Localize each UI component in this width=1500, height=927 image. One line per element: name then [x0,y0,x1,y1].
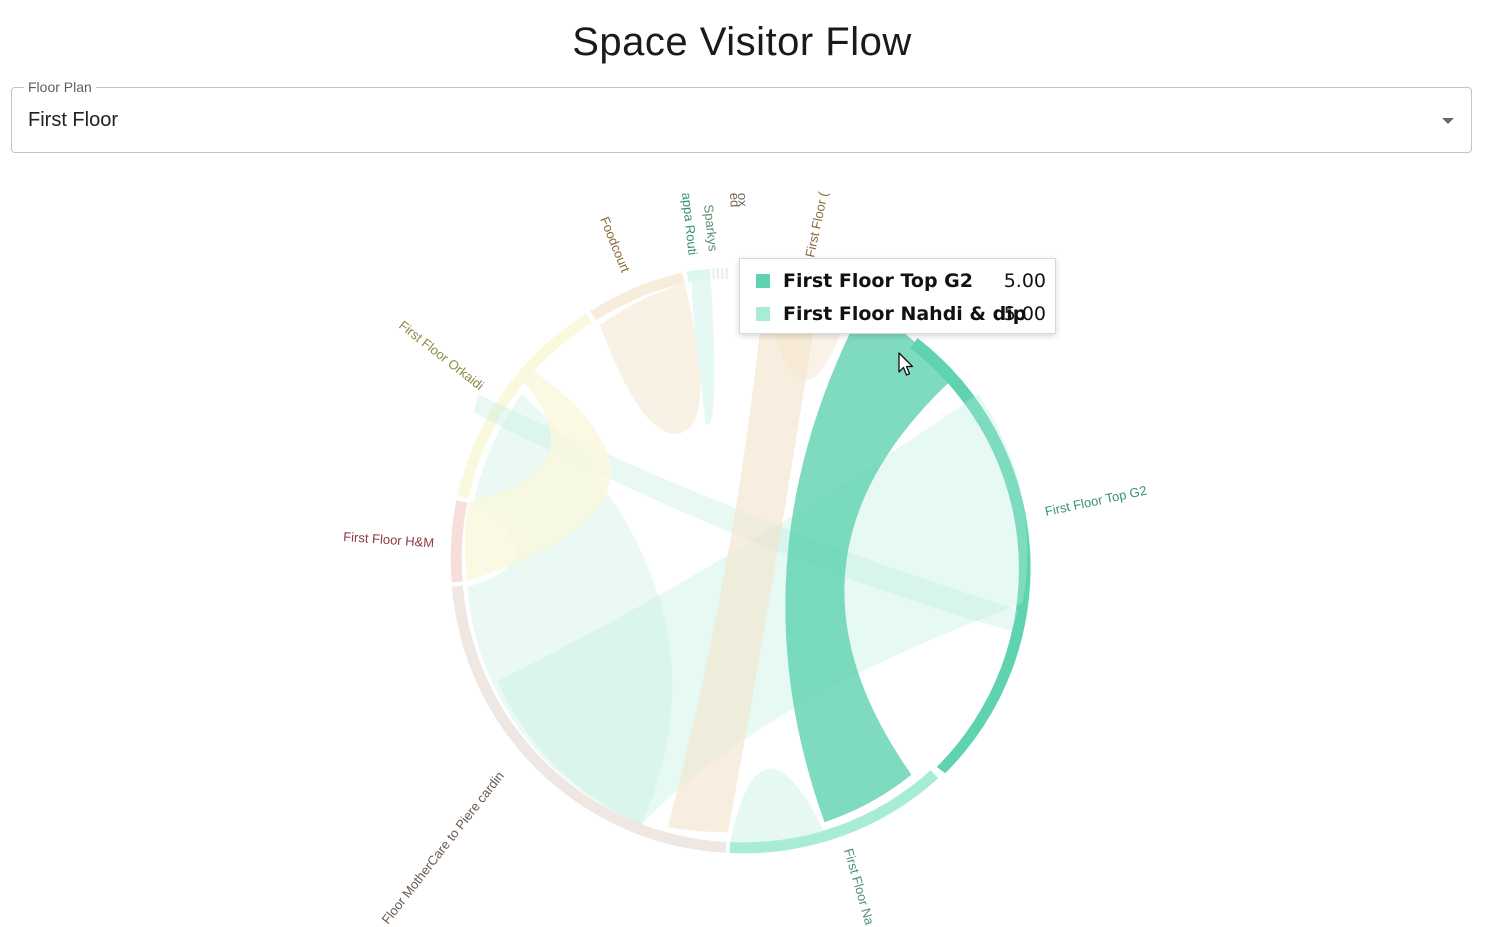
tooltip-value: 5.00 [1003,270,1046,292]
group-arc-mothercare[interactable] [451,585,727,853]
ribbon-g2-nahdi-highlight[interactable] [785,305,951,823]
tooltip-row: First Floor Nahdi & dip 5.00 [756,302,1046,328]
group-arc-foodcourt[interactable] [590,272,685,321]
chevron-down-icon [1442,118,1454,124]
group-arc-nahdi[interactable] [729,770,939,854]
group-arc-small-1[interactable] [712,268,716,280]
label-hm: First Floor H&M [343,529,435,550]
group-arc-hm[interactable] [450,500,468,583]
group-arc-top-g2[interactable] [910,338,1031,774]
tooltip-row: First Floor Top G2 5.00 [756,269,1046,295]
group-arc-orkaidi[interactable] [457,313,593,499]
label-orkaidi: First Floor Orkaidi [396,318,487,393]
label-mothercare: Floor MotherCare to Piere cardin [379,768,507,926]
tooltip-name: First Floor Top G2 [783,270,973,292]
label-first-floor-c: First Floor ( [802,190,831,259]
tooltip-swatch-top-g2 [756,274,770,288]
label-ed: ed [727,192,743,207]
label-sparkys: Sparkys [701,204,721,253]
label-foodcourt: Foodcourt [597,215,633,275]
floor-plan-value: First Floor [28,109,118,131]
tooltip-swatch-nahdi [756,307,770,321]
label-top-g2: First Floor Top G2 [1044,483,1149,519]
label-appa-routi: appa Routi [679,192,701,256]
label-nahdi: First Floor Na [841,847,877,927]
ribbon-orkaidi-hm[interactable] [464,366,611,581]
mouse-cursor-icon [898,352,914,376]
floor-plan-label: Floor Plan [24,79,96,95]
group-arc-small-3[interactable] [720,268,724,280]
group-arc-appa-routi[interactable] [686,268,711,283]
tooltip-name: First Floor Nahdi & dip [783,303,1027,325]
tooltip-value: 5.00 [1003,303,1046,325]
group-arc-small-4[interactable] [725,267,728,279]
ribbon-firstfloor-c-mothercare[interactable] [668,280,820,833]
ribbon-foodcourt-foodcourt[interactable] [600,283,701,434]
ribbon-g2-orkaidi[interactable] [474,394,1019,632]
chart-tooltip: First Floor Top G2 5.00 First Floor Nahd… [739,258,1056,334]
ribbon-nahdi-mothercare[interactable] [730,768,825,843]
ribbon-appa-foodcourt[interactable] [691,279,715,426]
group-arc-small-2[interactable] [716,268,720,280]
floor-plan-select[interactable]: Floor Plan First Floor [11,79,1472,153]
label-ox: ox [735,193,750,208]
page-title: Space Visitor Flow [572,20,912,64]
